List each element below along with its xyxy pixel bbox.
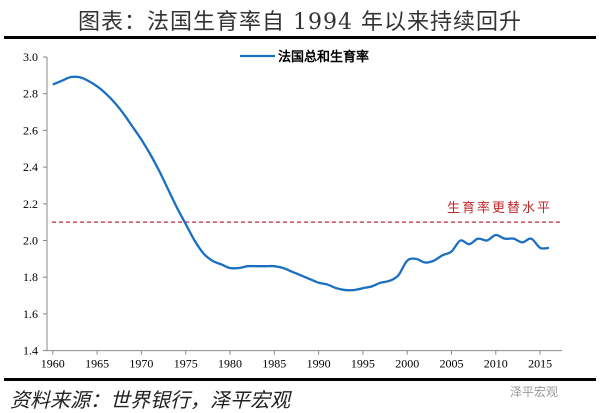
top-rule [4, 36, 596, 39]
y-tick-label: 1.8 [23, 270, 38, 284]
y-tick-label: 2.2 [23, 197, 38, 211]
series-line [52, 75, 550, 292]
watermark: 泽平宏观 [510, 385, 559, 399]
x-tick-label: 2005 [440, 357, 464, 370]
x-tick-label: 1995 [351, 357, 375, 370]
x-tick-label: 1990 [307, 357, 331, 370]
x-tick-label: 1985 [262, 357, 286, 370]
x-tick-label: 1980 [218, 357, 242, 370]
x-tick-label: 1970 [129, 357, 153, 370]
legend-label: 法国总和生育率 [278, 49, 369, 64]
y-tick-label: 2.4 [23, 160, 38, 174]
source-note: 资料来源：世界银行，泽平宏观 [10, 388, 290, 412]
x-tick-label: 1965 [85, 357, 109, 370]
x-tick-label: 2000 [395, 357, 419, 370]
replacement-level-label: 生育率更替水平 [447, 200, 552, 215]
x-tick-label: 2010 [484, 357, 508, 370]
y-tick-label: 1.6 [23, 307, 38, 321]
y-tick-label: 3.0 [23, 50, 38, 64]
y-tick-label: 2.8 [23, 87, 38, 101]
y-tick-label: 2.0 [23, 234, 38, 248]
x-tick-label: 2015 [528, 357, 552, 370]
x-tick-label: 1960 [41, 357, 65, 370]
line-chart: 1.4 1.6 1.8 2.0 2.2 2.4 2.6 2.8 3.0 1960 1965 1970 1… [23, 49, 562, 370]
y-tick-label: 2.6 [23, 123, 38, 137]
figure-title: 图表：法国生育率自 1994 年以来持续回升 [78, 10, 522, 35]
x-tick-label: 1975 [174, 357, 198, 370]
y-tick-label: 1.4 [23, 344, 38, 358]
bottom-rule [4, 378, 596, 381]
